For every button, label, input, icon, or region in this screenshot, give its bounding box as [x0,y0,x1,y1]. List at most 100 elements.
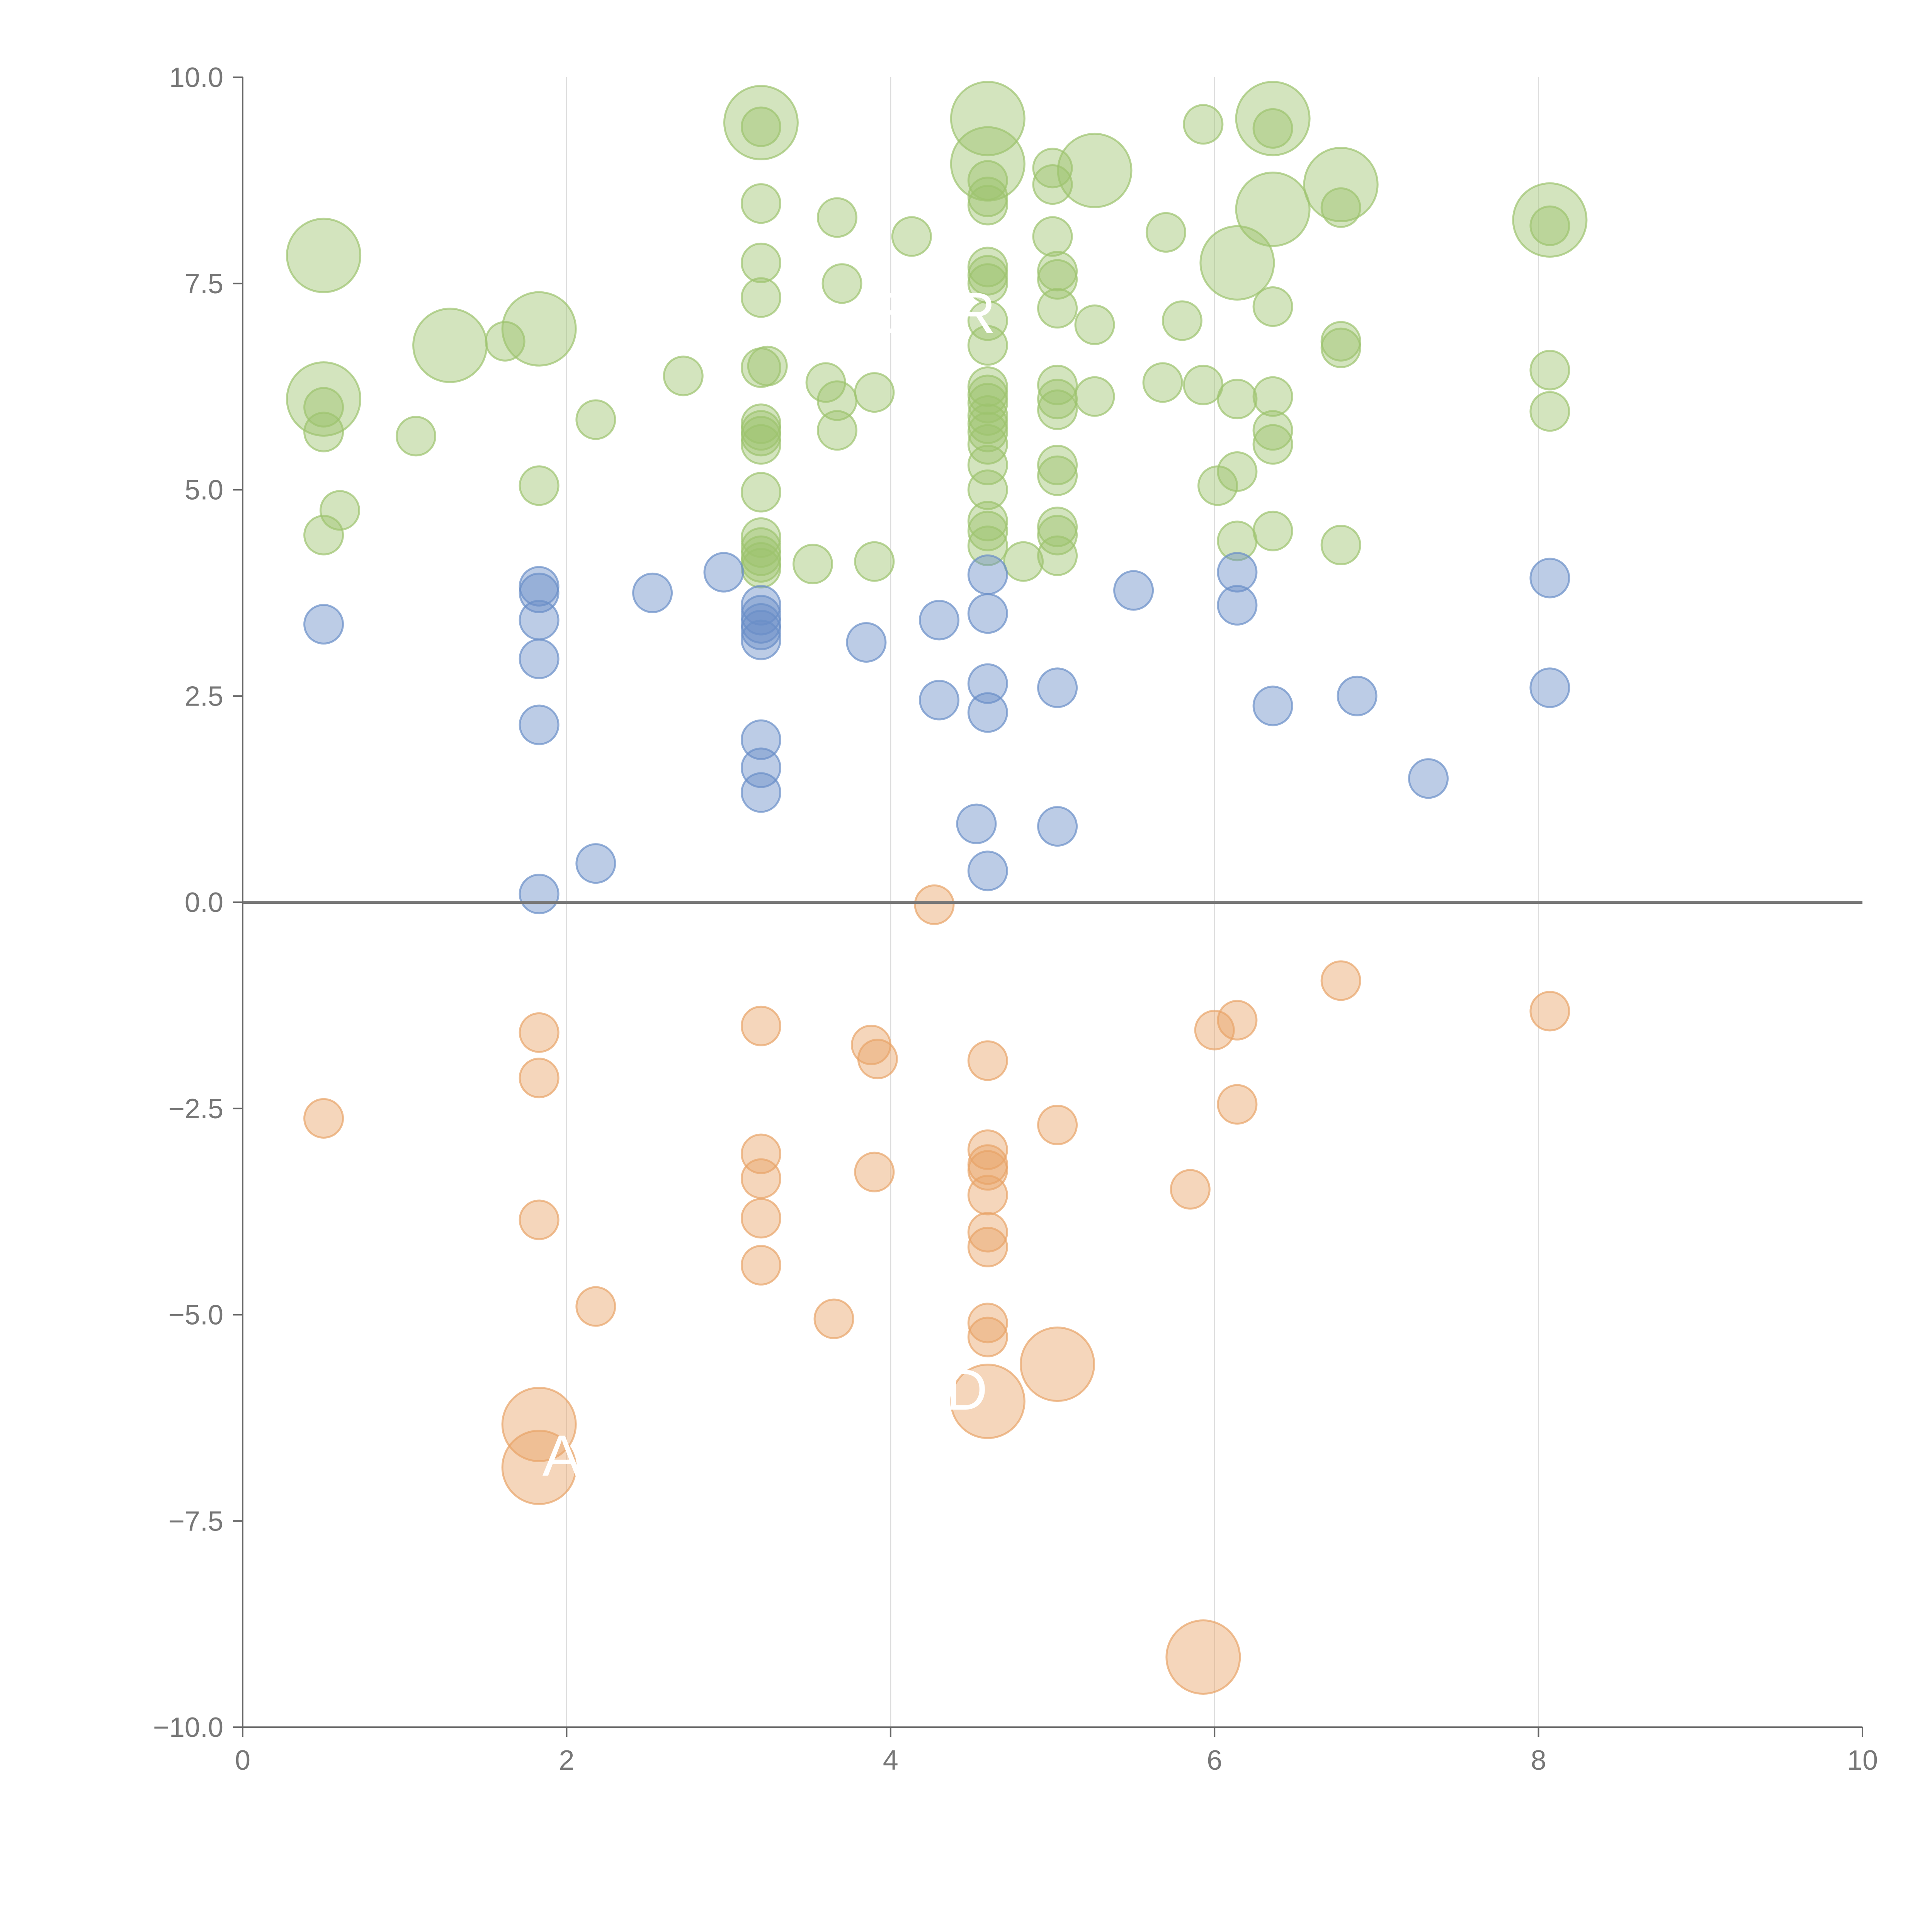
data-point [740,619,781,660]
data-point [740,527,781,568]
data-point [967,554,1008,595]
data-point [967,263,1008,304]
data-point [632,572,673,613]
data-point [740,585,781,626]
data-point [1057,133,1133,208]
data-point [1529,350,1570,391]
data-point [1037,444,1078,485]
data-point [1142,362,1183,403]
x-tick-label: 0 [235,1745,250,1776]
data-point [303,515,344,556]
data-point [793,544,833,585]
data-point [1217,379,1258,420]
data-point [412,308,488,383]
data-point [1252,376,1293,417]
data-point [1037,515,1078,556]
data-point [501,291,577,367]
data-point [967,1129,1008,1170]
data-point [1037,259,1078,300]
data-point [1252,510,1293,551]
data-point [740,106,781,147]
data-point [1529,991,1570,1032]
x-tick-label: 10 [1847,1745,1878,1776]
data-point [1529,205,1570,246]
data-point [1217,1000,1258,1041]
data-point [821,263,862,304]
data-point [740,242,781,283]
data-point [1235,172,1311,247]
bubble-text-label: A [543,1423,581,1488]
bubble-layer [286,81,1588,1695]
data-point [1183,364,1224,405]
axes: 0 2 4 6 8 10 10.0 7.5 5.0 2.5 0.0 −2.5 −5.0 −7.5 −10.0 [153,62,1878,1776]
data-point [967,403,1008,444]
data-point [519,1058,560,1099]
data-point [967,1175,1008,1216]
data-point [575,399,616,440]
y-tick-label: 2.5 [185,681,223,712]
data-point [950,1364,1026,1439]
y-tick-label: −5.0 [168,1300,223,1331]
data-point [1032,164,1073,205]
data-point [303,1098,344,1139]
data-point [967,160,1008,201]
data-point [320,490,361,531]
x-tick-label: 4 [883,1745,898,1776]
data-point [967,1303,1008,1344]
data-point [740,1005,781,1046]
bubble-text-label: R [954,281,996,345]
x-tick-label: 6 [1207,1745,1222,1776]
data-point [1074,304,1115,345]
data-point [1162,300,1202,341]
data-point [740,595,781,636]
data-point [813,1298,854,1339]
data-point [740,424,781,465]
data-point [967,395,1008,436]
data-point [967,1040,1008,1081]
data-point [703,552,744,593]
data-point [740,416,781,457]
data-point [956,803,997,844]
data-point [740,277,781,318]
data-point [1408,758,1449,799]
data-point [1032,148,1073,189]
data-point [501,1386,577,1462]
data-point [1529,558,1570,599]
data-point [1037,535,1078,576]
data-point [1217,1084,1258,1125]
data-point [519,1012,560,1053]
data-point [740,517,781,558]
data-point [967,177,1008,218]
y-tick-label: 7.5 [185,269,223,299]
data-point [1320,187,1361,228]
data-point [740,1245,781,1286]
y-tick-label: 5.0 [185,475,223,506]
data-point [967,593,1008,634]
data-point [854,541,895,582]
data-point [1020,1327,1095,1402]
data-point [286,218,362,293]
data-point [723,85,799,160]
data-point [396,416,437,457]
data-point [1032,216,1073,257]
data-point [1252,410,1293,451]
data-point [740,472,781,513]
y-tick-label: −10.0 [153,1712,223,1743]
data-point [1529,667,1570,708]
data-point [967,424,1008,465]
data-point [967,526,1008,566]
data-point [1512,182,1588,258]
data-point [303,412,344,452]
data-point [1037,455,1078,496]
bubble-labels: E R D A [543,281,996,1488]
data-point [747,345,788,386]
data-point [846,622,887,663]
data-point [740,183,781,224]
data-point [816,410,857,451]
data-point [1199,225,1275,301]
data-point [519,704,560,745]
data-point [1145,212,1186,253]
data-point [967,412,1008,452]
data-point [1337,675,1378,716]
data-point [816,197,857,238]
